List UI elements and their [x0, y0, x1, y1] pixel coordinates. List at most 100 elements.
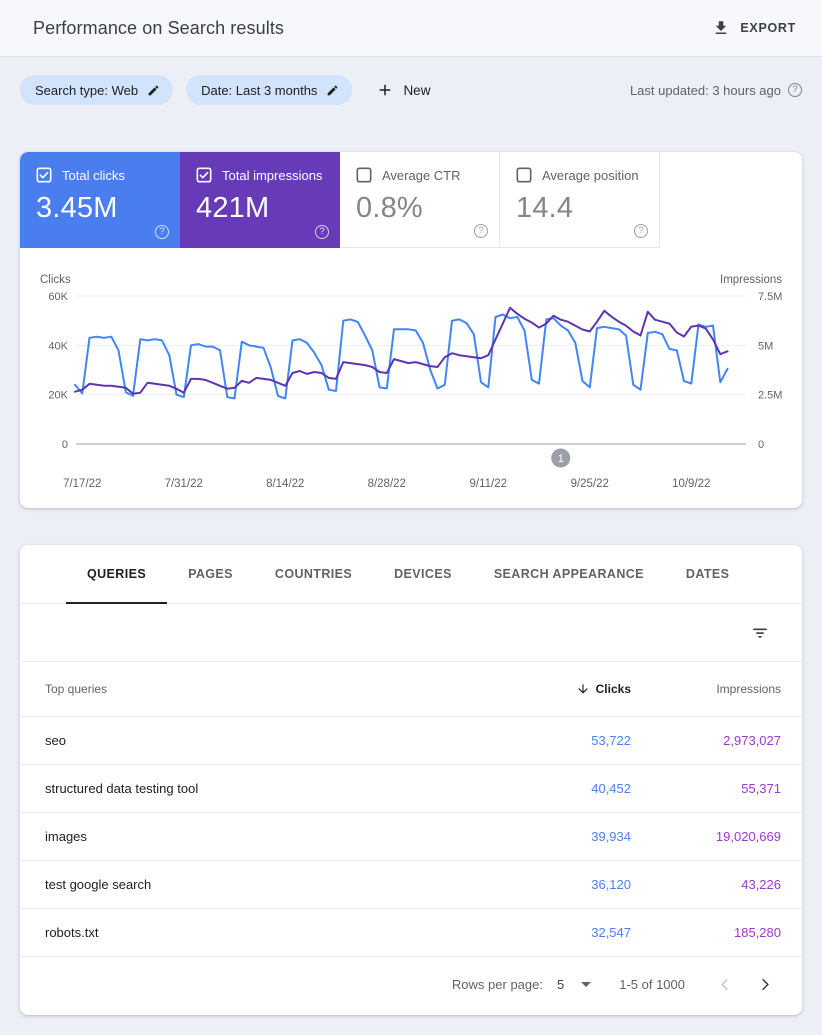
left-axis-tick: 40K — [48, 340, 68, 352]
tab-countries[interactable]: COUNTRIES — [254, 545, 373, 603]
filter-chip[interactable]: Date: Last 3 months — [186, 75, 353, 105]
right-axis-tick: 0 — [758, 439, 764, 451]
left-axis-tick: 20K — [48, 390, 68, 402]
right-axis-title: Impressions — [720, 274, 782, 286]
x-axis-tick: 9/11/22 — [469, 478, 507, 490]
chevron-right-icon — [762, 978, 769, 990]
x-axis-tick: 7/17/22 — [63, 478, 101, 490]
metric-value: 14.4 — [516, 192, 574, 224]
question-circle-icon[interactable]: ? — [474, 224, 488, 238]
impressions-cell: 185,280 — [734, 925, 781, 940]
clicks-cell: 40,452 — [591, 781, 631, 796]
queries-table-card: QUERIES PAGES COUNTRIES DEVICES SEARCH A… — [20, 545, 802, 1015]
table-row[interactable]: test google search 36,120 43,226 — [20, 861, 802, 909]
metric-tile-total-impressions[interactable]: Total impressions 421M ? — [180, 152, 340, 248]
left-axis-tick: 0 — [62, 439, 68, 451]
column-header-clicks[interactable]: Clicks — [491, 682, 631, 696]
x-axis-tick: 8/28/22 — [368, 478, 406, 490]
clicks-cell: 36,120 — [591, 877, 631, 892]
new-filter-button[interactable]: New — [370, 77, 436, 103]
table-body: seo 53,722 2,973,027 structured data tes… — [20, 717, 802, 957]
metric-value: 0.8% — [356, 192, 423, 224]
metric-tiles: Total clicks 3.45M ? Total impressions 4… — [20, 152, 802, 248]
rows-per-page-label: Rows per page: — [451, 976, 543, 992]
metric-label: Average position — [542, 167, 639, 183]
impressions-cell: 55,371 — [741, 781, 781, 796]
metric-value: 3.45M — [36, 192, 118, 224]
question-circle-icon[interactable]: ? — [788, 83, 802, 97]
annotation-label: 1 — [558, 453, 564, 465]
question-circle-icon[interactable]: ? — [315, 225, 329, 239]
tab-dates[interactable]: DATES — [665, 545, 750, 603]
previous-page-button[interactable] — [711, 971, 738, 998]
checkbox-icon — [196, 167, 212, 183]
performance-chart[interactable]: Clicks Impressions 60K 7.5M 40K 5M 20K 2.5M 0 0 7/… — [20, 152, 802, 508]
left-axis-title: Clicks — [40, 274, 71, 286]
metric-tile-total-clicks[interactable]: Total clicks 3.45M ? — [20, 152, 180, 248]
clicks-cell: 32,547 — [591, 925, 631, 940]
table-toolbar — [20, 604, 802, 662]
tab-devices[interactable]: DEVICES — [373, 545, 473, 603]
clicks-cell: 53,722 — [591, 733, 631, 748]
download-icon — [716, 21, 727, 34]
rows-per-page-select[interactable]: 5 — [556, 976, 592, 992]
tab-search-appearance[interactable]: SEARCH APPEARANCE — [473, 545, 665, 603]
impressions-cell: 2,973,027 — [723, 733, 781, 748]
x-axis-tick: 9/25/22 — [571, 478, 609, 490]
table-row[interactable]: structured data testing tool 40,452 55,3… — [20, 765, 802, 813]
table-header-row: Top queries Clicks Impressions — [20, 662, 802, 717]
query-cell: robots.txt — [45, 925, 99, 940]
filter-table-button[interactable] — [745, 618, 775, 648]
right-axis-tick: 5M — [758, 340, 773, 352]
page-title: Performance on Search results — [33, 17, 285, 38]
filter-chips: Search type: Web Date: Last 3 months — [20, 75, 365, 105]
question-circle-icon[interactable]: ? — [155, 225, 169, 239]
table-row[interactable]: images 39,934 19,020,669 — [20, 813, 802, 861]
tab-pages[interactable]: PAGES — [167, 545, 254, 603]
last-updated: Last updated: 3 hours ago ? — [630, 83, 802, 98]
metric-label: Average CTR — [382, 167, 461, 183]
column-header-queries[interactable]: Top queries — [45, 682, 108, 696]
impressions-line — [74, 306, 729, 395]
pagination-range: 1-5 of 1000 — [619, 976, 685, 992]
impressions-cell: 19,020,669 — [715, 829, 781, 844]
clicks-line — [74, 313, 729, 400]
question-circle-icon[interactable]: ? — [634, 224, 648, 238]
x-axis-tick: 7/31/22 — [165, 478, 203, 490]
metric-tile-average-position[interactable]: Average position 14.4 ? — [500, 152, 660, 248]
query-cell: seo — [45, 733, 66, 748]
checkbox-icon — [36, 167, 52, 183]
next-page-button[interactable] — [752, 971, 779, 998]
performance-summary-card: Total clicks 3.45M ? Total impressions 4… — [20, 152, 802, 508]
query-cell: test google search — [45, 877, 152, 892]
export-button[interactable]: EXPORT — [710, 13, 798, 43]
clicks-cell: 39,934 — [591, 829, 631, 844]
table-row[interactable]: seo 53,722 2,973,027 — [20, 717, 802, 765]
pencil-icon — [148, 85, 159, 95]
query-cell: images — [45, 829, 87, 844]
filter-chip-label: Search type: Web — [35, 82, 139, 98]
filter-chip-label: Date: Last 3 months — [201, 82, 318, 98]
checkbox-icon — [516, 167, 532, 183]
page-header: Performance on Search results EXPORT — [0, 0, 822, 57]
metric-label: Total clicks — [62, 167, 125, 183]
export-label: EXPORT — [740, 21, 796, 35]
tab-queries[interactable]: QUERIES — [66, 545, 168, 604]
rows-per-page-value: 5 — [556, 976, 565, 992]
chevron-left-icon — [721, 978, 728, 990]
arrow-down-icon — [577, 684, 588, 694]
table-row[interactable]: robots.txt 32,547 185,280 — [20, 909, 802, 957]
annotation-marker[interactable] — [551, 448, 571, 468]
metric-tile-average-ctr[interactable]: Average CTR 0.8% ? — [340, 152, 500, 248]
metric-value: 421M — [196, 192, 270, 224]
checkbox-icon — [356, 167, 372, 183]
pagination: Rows per page: 5 1-5 of 1000 — [20, 957, 802, 1011]
x-axis-tick: 8/14/22 — [266, 478, 304, 490]
pencil-icon — [328, 85, 338, 95]
caret-down-icon — [581, 981, 592, 987]
plus-icon — [380, 84, 391, 96]
filter-chip[interactable]: Search type: Web — [20, 75, 174, 105]
column-header-impressions[interactable]: Impressions — [716, 682, 781, 696]
impressions-cell: 43,226 — [741, 877, 781, 892]
dimension-tabs: QUERIES PAGES COUNTRIES DEVICES SEARCH A… — [20, 545, 802, 604]
